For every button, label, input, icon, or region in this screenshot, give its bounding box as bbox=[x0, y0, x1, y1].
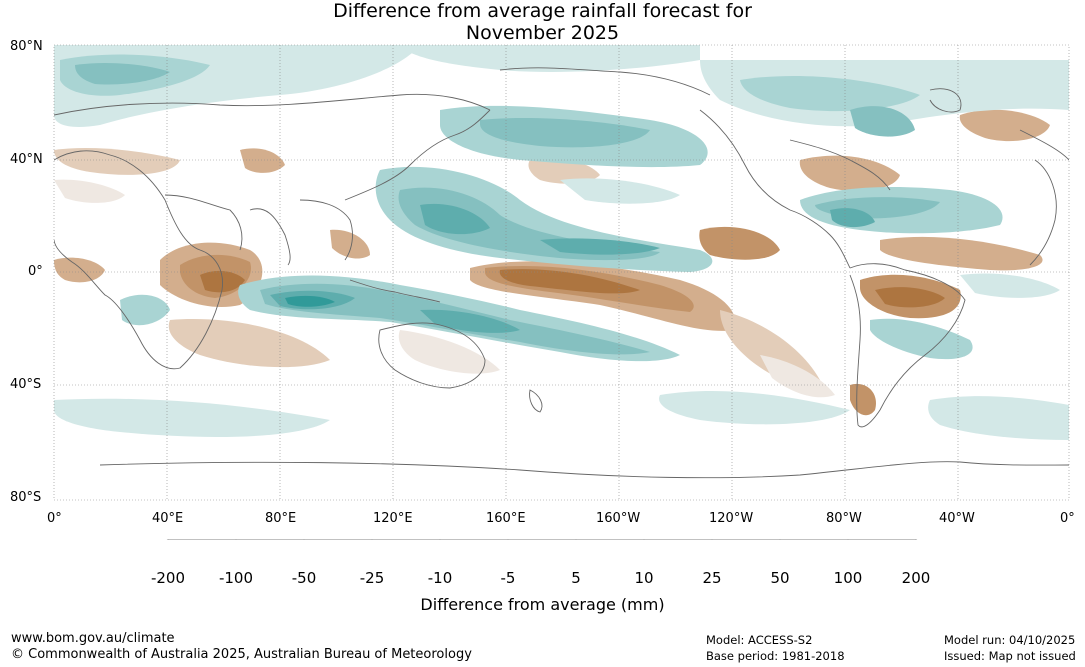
lon-label-160w: 160°W bbox=[596, 511, 641, 526]
colorbar-tick: 200 bbox=[901, 569, 931, 587]
graticule bbox=[53, 44, 1070, 501]
rainfall-anomaly-fields bbox=[54, 45, 1069, 440]
lon-label-40e: 40°E bbox=[152, 511, 184, 526]
dry-anomaly-regions bbox=[54, 109, 1050, 416]
rainfall-map-svg bbox=[53, 44, 1070, 568]
lon-label-0-west: 0° bbox=[47, 511, 62, 526]
lon-label-80e: 80°E bbox=[265, 511, 297, 526]
coastlines bbox=[54, 67, 1069, 479]
colorbar-tick: 5 bbox=[571, 569, 581, 587]
colorbar-tick: 100 bbox=[833, 569, 863, 587]
rainfall-map bbox=[53, 44, 1070, 568]
colorbar-tick: -25 bbox=[359, 569, 385, 587]
website-link[interactable]: www.bom.gov.au/climate bbox=[11, 631, 175, 646]
lon-label-160e: 160°E bbox=[486, 511, 526, 526]
model-run-date: Model run: 04/10/2025 bbox=[944, 633, 1076, 647]
colorbar-tick: -200 bbox=[150, 569, 186, 587]
lat-label-80s: 80°S bbox=[10, 490, 42, 505]
colorbar-tick: 10 bbox=[634, 569, 654, 587]
colorbar-tick: 25 bbox=[702, 569, 722, 587]
lon-label-0-east: 0° bbox=[1060, 511, 1075, 526]
lat-label-equator: 0° bbox=[28, 264, 43, 279]
lat-label-80n: 80°N bbox=[10, 39, 43, 54]
colorbar-tick: -100 bbox=[218, 569, 254, 587]
lat-label-40n: 40°N bbox=[10, 152, 43, 167]
lat-label-40s: 40°S bbox=[10, 377, 42, 392]
wet-anomaly-regions bbox=[54, 45, 1069, 440]
lon-label-120w: 120°W bbox=[709, 511, 754, 526]
lon-label-80w: 80°W bbox=[826, 511, 862, 526]
colorbar-tick: -10 bbox=[427, 569, 453, 587]
lon-label-40w: 40°W bbox=[939, 511, 975, 526]
map-title-line-2: November 2025 bbox=[465, 22, 620, 44]
colorbar-tick: -50 bbox=[291, 569, 317, 587]
lon-label-120e: 120°E bbox=[373, 511, 413, 526]
issued-status: Issued: Map not issued bbox=[944, 649, 1076, 663]
model-name: Model: ACCESS-S2 bbox=[706, 633, 813, 647]
colorbar-tick: -5 bbox=[500, 569, 516, 587]
copyright-text: © Commonwealth of Australia 2025, Austra… bbox=[11, 647, 472, 662]
base-period: Base period: 1981-2018 bbox=[706, 649, 845, 663]
map-title-line-1: Difference from average rainfall forecas… bbox=[333, 0, 752, 22]
colorbar-tick: 50 bbox=[770, 569, 790, 587]
colorbar-title: Difference from average (mm) bbox=[420, 595, 665, 614]
